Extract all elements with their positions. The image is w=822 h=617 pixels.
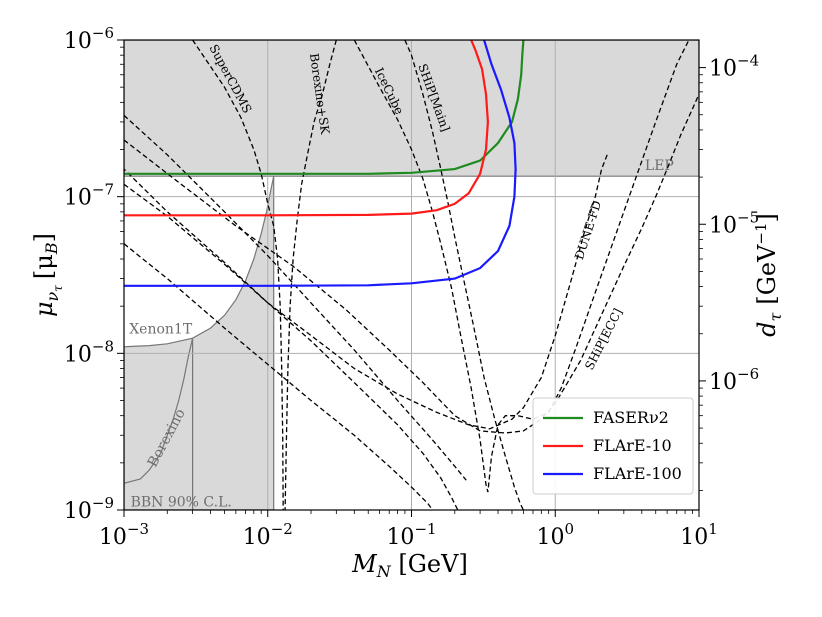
y-tick-label: 10−6 (64, 24, 114, 54)
projection-curve-unlabeled-8 (124, 243, 434, 510)
x-tick-label: 10−3 (99, 520, 149, 550)
x-tick-label: 100 (536, 520, 574, 550)
curve-label-ship-ecc: SHiP[ECC] (582, 306, 625, 372)
projection-curve-ship-ecc (124, 94, 699, 434)
curve-label-dune-fd: DUNE-FD (572, 199, 604, 262)
y2-tick-label: 10−6 (709, 365, 759, 395)
projection-curve-dune-fd (124, 154, 608, 430)
projection-curve-unlabeled-6 (124, 114, 467, 481)
legend-box (532, 397, 694, 495)
legend-label-flare-10: FLArE-10 (593, 436, 672, 455)
y2-tick-label: 10−5 (709, 208, 759, 238)
y2-tick-label: 10−4 (709, 52, 759, 82)
x-axis-title: MN [GeV] (351, 550, 468, 581)
region-label-lep: LEP (645, 158, 674, 174)
legend-label-flare-100: FLArE-100 (593, 464, 682, 483)
projection-curve-borexino-sk (284, 40, 337, 510)
legend: FASERν2 FLArE-10 FLArE-100 (532, 397, 694, 495)
series-line-flare-10 (124, 40, 490, 217)
y-tick-label: 10−7 (64, 181, 114, 211)
y2-axis-title: dτ[GeV−1] (752, 213, 785, 337)
region-borexino (124, 338, 194, 510)
series-line-faser-2 (124, 40, 525, 175)
y-tick-label: 10−9 (64, 494, 114, 524)
x-tick-label: 101 (680, 520, 718, 550)
series-line-flare-100 (124, 40, 517, 287)
y-axis-title: μντ[μB] (30, 233, 65, 317)
axis-ticks: 10−3 10−2 10−1 100 101 10−9 10−8 10−7 10−6 10−6 10… (64, 24, 759, 550)
x-tick-label: 10−2 (243, 520, 293, 550)
region-label-bbn-90-c-l: BBN 90% C.L. (131, 495, 232, 511)
region-xenon1t (124, 176, 275, 510)
region-label-xenon1t: Xenon1T (129, 321, 193, 337)
y-tick-label: 10−8 (64, 337, 114, 367)
projection-curve-ship-main (404, 40, 524, 510)
grid (124, 40, 699, 510)
projection-curve-unlabeled-7 (124, 183, 459, 510)
legend-label-faser-2: FASERν2 (593, 408, 669, 427)
x-tick-label: 10−1 (386, 520, 436, 550)
projection-curve-icecube (353, 40, 690, 493)
data-series (124, 40, 525, 287)
projection-curves (124, 40, 699, 510)
